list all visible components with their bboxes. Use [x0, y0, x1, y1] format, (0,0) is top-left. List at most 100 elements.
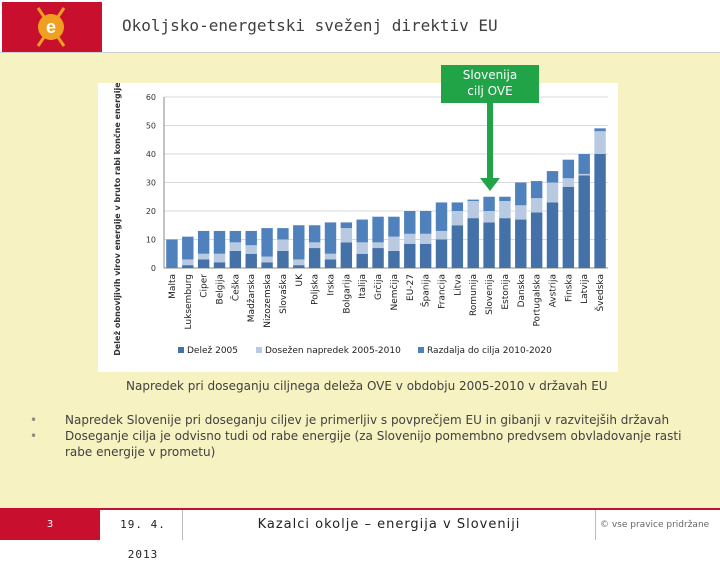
- bar-segment: [467, 218, 479, 268]
- page-title: Okoljsko-energetski sveženj direktiv EU: [122, 16, 498, 35]
- x-tick-label: Madžarska: [247, 274, 257, 322]
- callout-line2: cilj OVE: [467, 84, 513, 98]
- footer-title: Kazalci okolje – energija v Sloveniji: [183, 510, 596, 540]
- x-tick-label: Litva: [453, 274, 463, 296]
- x-tick-label: Italija: [358, 274, 368, 299]
- bar-segment: [293, 265, 305, 268]
- bar-segment: [546, 182, 559, 203]
- x-tick-label: Slovaška: [278, 274, 289, 314]
- x-tick-label: Finska: [564, 274, 574, 302]
- bar-segment: [404, 211, 416, 234]
- bar-segment: [277, 228, 289, 240]
- x-tick-label: Romunija: [469, 274, 479, 316]
- y-axis-label: Delež obnovljivih virov energije v bruto…: [112, 83, 122, 356]
- bar-segment: [197, 253, 210, 260]
- bar-segment: [594, 128, 606, 132]
- callout-line1: Slovenija: [462, 68, 518, 82]
- bar-segment: [530, 212, 543, 268]
- page-number: 3: [0, 510, 100, 540]
- bar-segment: [451, 225, 464, 268]
- bar-segment: [340, 222, 353, 229]
- bar-segment: [356, 253, 368, 268]
- bar-segment: [435, 230, 448, 240]
- bar-segment: [213, 262, 226, 268]
- footer-bar: 3 19. 4. 2013 Kazalci okolje – energija …: [0, 508, 720, 561]
- bar-segment: [324, 253, 337, 260]
- x-tick-label: Irska: [327, 274, 337, 296]
- x-tick-label: Švedska: [594, 274, 606, 312]
- bar-segment: [404, 243, 416, 268]
- slovenia-target-callout: Slovenija cilj OVE: [441, 65, 539, 103]
- legend-swatch: [418, 347, 424, 353]
- x-tick-label: Belgija: [216, 274, 226, 304]
- bar-segment: [515, 182, 527, 206]
- x-tick-label: Španija: [420, 274, 432, 307]
- bar-segment: [499, 218, 511, 268]
- stacked-bar-chart: 0 10 20 30 40 50 60 Malta Luksemburg Ciper Belgij…: [112, 64, 608, 356]
- bar-segment: [324, 222, 337, 254]
- bar-segment: [340, 228, 353, 243]
- bar-segment: [594, 131, 606, 154]
- x-tick-label: Nizozemska: [263, 274, 273, 328]
- bar-segment: [356, 242, 368, 254]
- bar-segment: [546, 171, 559, 183]
- bar-segment: [308, 225, 321, 243]
- bar-segment: [261, 256, 273, 263]
- bar-segment: [435, 239, 448, 268]
- bar-segment: [213, 230, 226, 254]
- y-tick-label: 20: [146, 207, 156, 216]
- bar-segment: [245, 253, 257, 268]
- bar-segment: [404, 233, 416, 244]
- bar-segment: [467, 199, 479, 202]
- bar-segment: [261, 228, 273, 257]
- bar-segment: [308, 248, 321, 268]
- legend-label: Dosežen napredek 2005-2010: [265, 346, 401, 356]
- bar-segment: [308, 242, 321, 249]
- y-tick-label: 10: [146, 236, 156, 245]
- bullet-item: Napredek Slovenije pri doseganju ciljev …: [30, 412, 700, 428]
- bar-segment: [182, 265, 194, 268]
- bar-segment: [356, 219, 368, 243]
- logo-mark: e: [36, 7, 66, 47]
- bar-segment: [340, 242, 353, 268]
- y-tick-label: 60: [146, 93, 156, 102]
- bar-segment: [483, 196, 495, 211]
- bar-segment: [213, 253, 226, 263]
- bar-segment: [562, 178, 575, 187]
- bar-segment: [245, 230, 257, 246]
- bar-segment: [245, 245, 257, 254]
- x-tick-label: Estonija: [501, 274, 511, 310]
- x-tick-label: Ciper: [200, 274, 210, 298]
- y-tick-label: 30: [146, 179, 156, 188]
- bar-segment: [419, 233, 432, 244]
- bar-segment: [293, 225, 305, 260]
- bar-segment: [483, 211, 495, 223]
- bar-segment: [419, 211, 432, 234]
- y-tick-label: 50: [146, 122, 156, 131]
- x-tick-label: Francija: [438, 274, 448, 309]
- x-tick-label: Poljska: [311, 274, 321, 305]
- bar-segment: [451, 211, 464, 226]
- bar-segment: [515, 205, 527, 220]
- bullet-item: Doseganje cilja je odvisno tudi od rabe …: [30, 428, 700, 460]
- bar-segment: [388, 216, 400, 237]
- logo: e: [2, 2, 102, 52]
- x-tick-label: Portugalska: [533, 274, 543, 327]
- bar-segment: [578, 173, 590, 176]
- bar-segment: [546, 202, 559, 268]
- bar-segment: [578, 175, 590, 268]
- footer-date: 19. 4. 2013: [104, 510, 183, 561]
- bar-segment: [483, 222, 495, 268]
- bar-segment: [499, 201, 511, 219]
- bar-segment: [182, 259, 194, 266]
- bar-segment: [324, 259, 337, 268]
- x-tick-label: Malta: [168, 274, 178, 299]
- x-tick-label: Avstrija: [549, 274, 559, 307]
- logo-letter: e: [46, 17, 56, 37]
- bar-segment: [562, 186, 575, 268]
- bar-segment: [372, 216, 384, 243]
- x-tick-label: Slovenija: [485, 274, 495, 315]
- y-tick-label: 40: [146, 150, 156, 159]
- bar-segment: [277, 250, 289, 268]
- y-tick-label: 0: [151, 264, 156, 273]
